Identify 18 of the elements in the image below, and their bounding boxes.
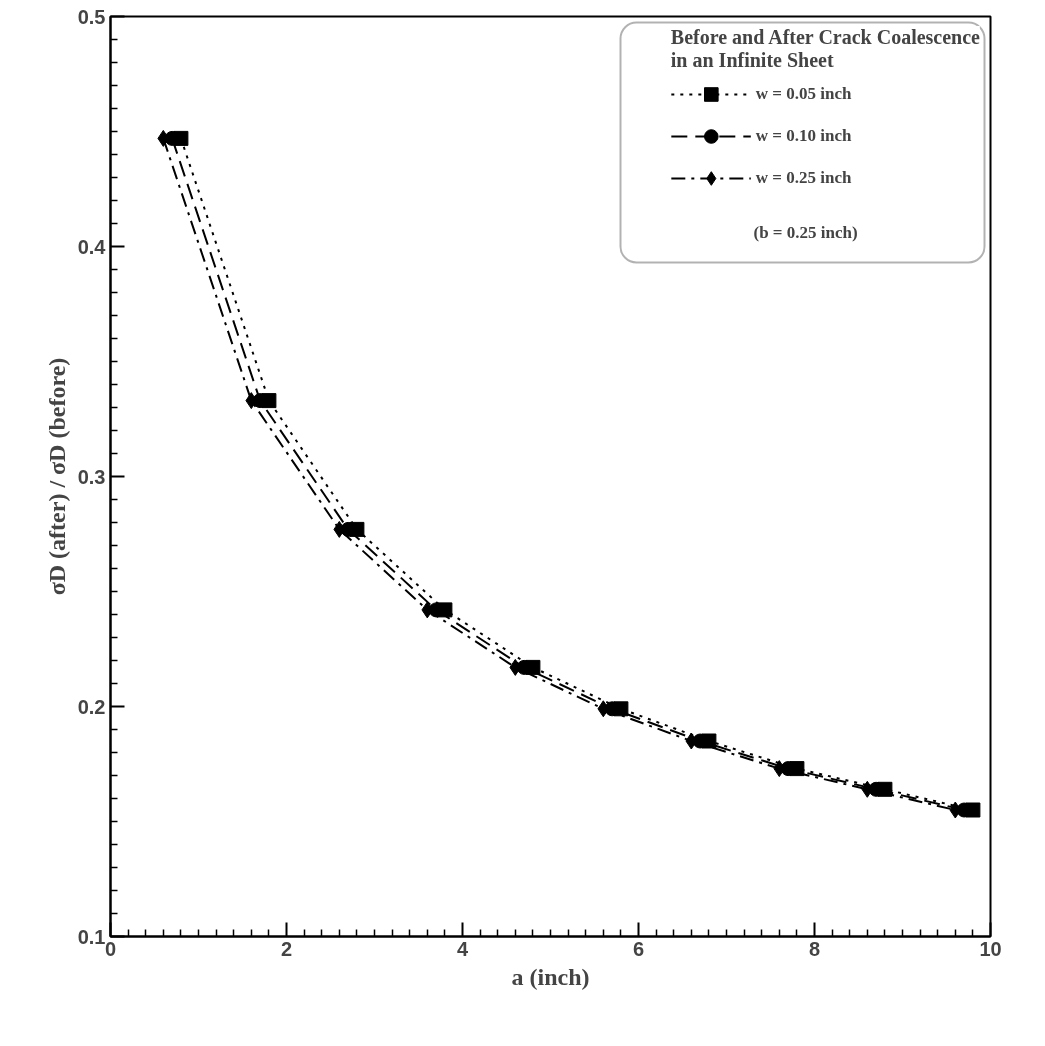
- x-tick-label: 10: [979, 937, 1002, 960]
- x-axis-title: a (inch): [511, 963, 590, 990]
- annotation: (b = 0.25 inch): [753, 222, 858, 242]
- y-axis-title: σD (after) / σD (before): [43, 357, 70, 596]
- x-tick-label: 8: [808, 937, 821, 960]
- y-tick-label: 0.4: [77, 235, 107, 258]
- legend-label: w = 0.25 inch: [755, 167, 852, 189]
- legend-title: Before and After Crack Coalescence in an Infinite Sheet: [670, 26, 980, 72]
- y-tick-label: 0.1: [77, 925, 106, 948]
- x-tick-label: 0: [104, 937, 117, 960]
- y-tick-label: 0.2: [77, 695, 106, 718]
- legend-label: w = 0.05 inch: [755, 83, 852, 105]
- x-tick-label: 4: [456, 937, 469, 960]
- legend-label: w = 0.10 inch: [755, 125, 852, 147]
- y-tick-label: 0.5: [77, 5, 106, 28]
- x-tick-label: 6: [632, 937, 645, 960]
- x-tick-label: 2: [280, 937, 293, 960]
- y-tick-label: 0.3: [77, 465, 106, 488]
